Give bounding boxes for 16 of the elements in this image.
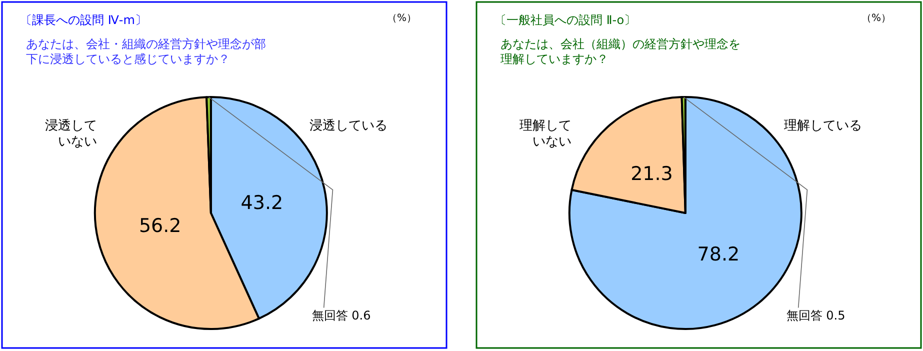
- chart-subtitle: あなたは、会社・組織の経営方針や理念が部下に浸透していると感じていますか？: [26, 37, 266, 66]
- slice-label: 理解していない: [520, 118, 572, 150]
- data-label: 21.3: [630, 163, 673, 186]
- chart-title: 〔課長への設問 Ⅳ-m〕: [20, 13, 147, 27]
- text: （%）: [861, 13, 891, 24]
- data-label: 43.2: [240, 192, 284, 214]
- text: （%）: [386, 13, 416, 24]
- slice-label: 無回答 0.6: [312, 308, 371, 323]
- chart-subtitle: あなたは、会社（組織）の経営方針や理念を理解していますか？: [500, 37, 740, 66]
- data-label: 78.2: [697, 243, 740, 266]
- chart-title: 〔一般社員への設問 Ⅱ-o〕: [494, 13, 636, 27]
- slice-label: 浸透している: [310, 118, 388, 134]
- slice-label: 浸透していない: [45, 118, 98, 150]
- data-label: 56.2: [138, 215, 182, 238]
- slice-label: 無回答 0.5: [786, 308, 846, 323]
- slice-label: 理解している: [784, 118, 862, 134]
